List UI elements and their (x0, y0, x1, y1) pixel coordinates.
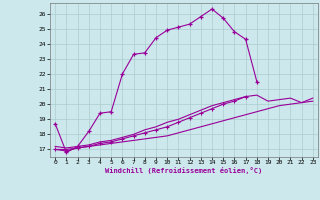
X-axis label: Windchill (Refroidissement éolien,°C): Windchill (Refroidissement éolien,°C) (105, 167, 263, 174)
